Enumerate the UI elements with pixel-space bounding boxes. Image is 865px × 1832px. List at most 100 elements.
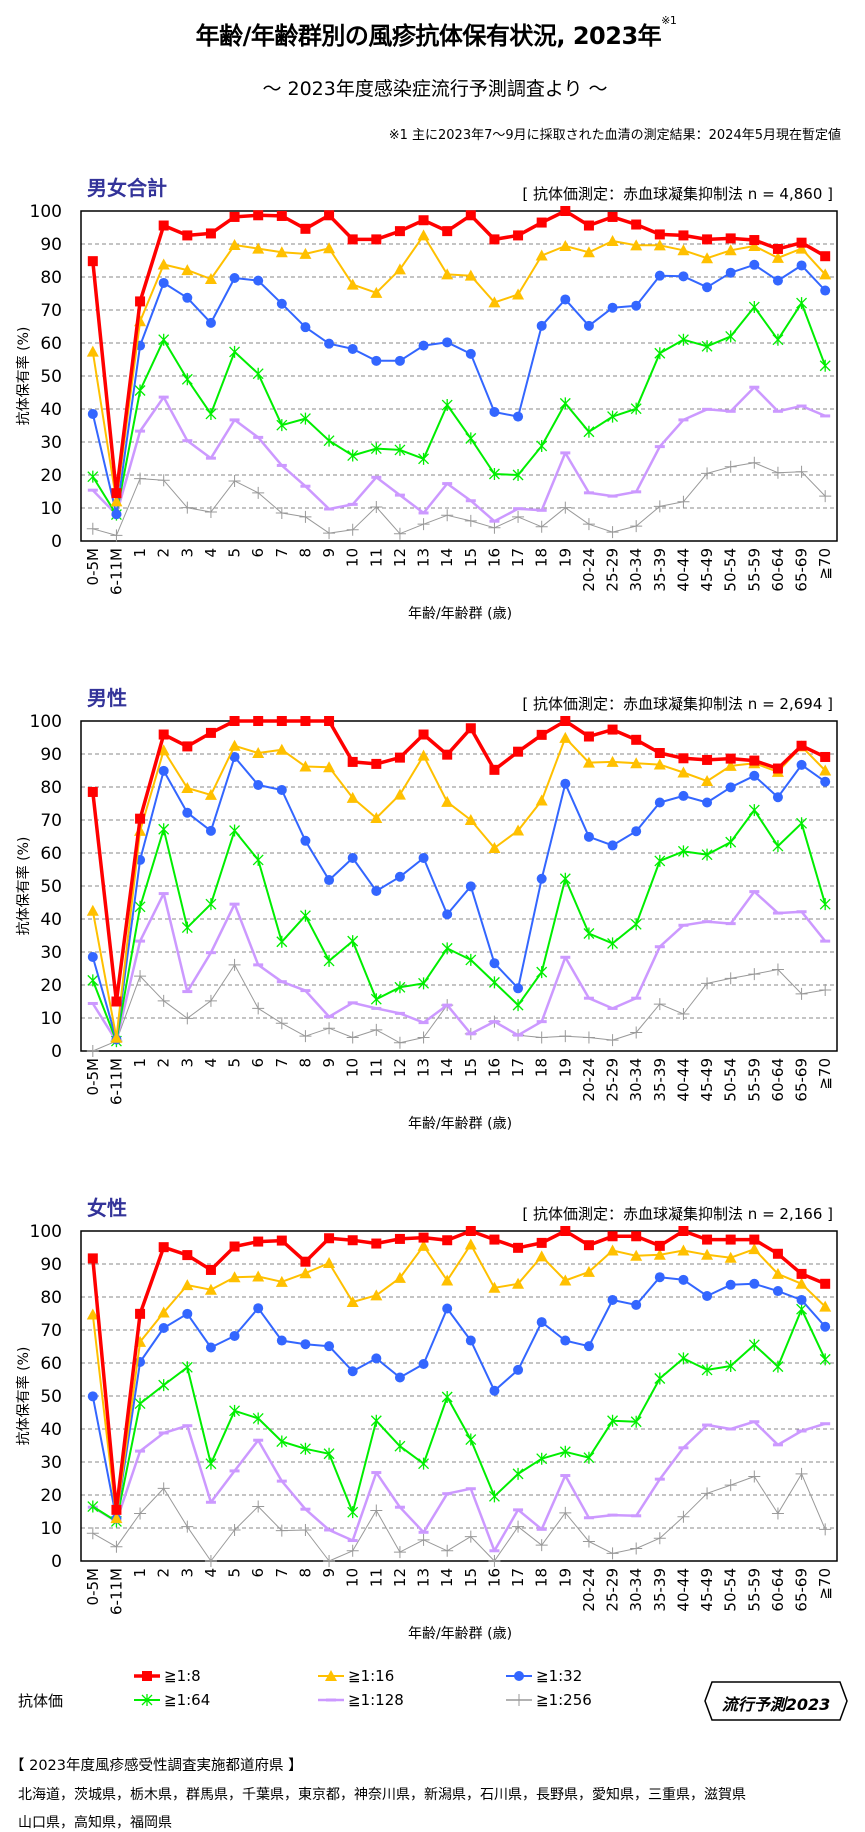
- data-point: [560, 778, 571, 789]
- data-point: [465, 210, 476, 221]
- data-point: [606, 526, 619, 539]
- data-point: [748, 239, 761, 251]
- data-point: [607, 211, 618, 222]
- data-point: [464, 1238, 477, 1250]
- data-point: [393, 788, 406, 800]
- data-point: [276, 1435, 288, 1448]
- data-point: [559, 501, 572, 514]
- data-point: [820, 751, 831, 762]
- chart-title: 女性: [87, 1196, 127, 1220]
- data-point: [512, 1520, 525, 1533]
- data-point: [393, 1271, 406, 1283]
- x-tick-label: 6: [249, 548, 267, 558]
- data-point: [582, 1265, 595, 1277]
- data-point: [583, 1341, 594, 1352]
- y-tick-label: 30: [40, 943, 62, 963]
- data-point: [796, 740, 807, 751]
- data-point: [512, 510, 525, 523]
- data-point: [86, 904, 99, 916]
- data-point: [442, 337, 453, 348]
- y-tick-label: 10: [40, 1519, 62, 1539]
- data-point: [110, 495, 123, 507]
- data-point: [654, 270, 665, 281]
- x-tick-label: 12: [391, 1568, 409, 1587]
- data-point: [559, 1445, 571, 1458]
- data-point: [702, 1234, 713, 1245]
- data-point: [464, 814, 477, 825]
- data-point: [441, 795, 454, 807]
- data-point: [182, 1308, 193, 1319]
- data-point: [654, 229, 665, 240]
- data-point: [631, 826, 642, 837]
- series-triangle: [86, 229, 832, 507]
- data-point: [749, 755, 760, 766]
- data-point: [701, 467, 714, 480]
- x-tick-label: 50-54: [722, 1568, 740, 1612]
- data-point: [418, 1457, 430, 1470]
- data-point: [276, 784, 287, 795]
- data-point: [134, 384, 146, 397]
- data-point: [229, 716, 240, 726]
- data-point: [819, 1353, 831, 1366]
- data-point: [677, 1008, 690, 1021]
- data-point: [819, 764, 832, 776]
- data-point: [394, 752, 405, 763]
- x-tick-label: 30-34: [627, 1568, 645, 1612]
- data-point: [560, 1226, 571, 1236]
- data-point: [677, 244, 690, 256]
- x-tick-label: 25-29: [604, 1568, 622, 1612]
- data-point: [607, 1231, 618, 1242]
- badge-label: 流行予測2023: [721, 1695, 831, 1714]
- data-point: [606, 1244, 619, 1256]
- data-point: [86, 1045, 99, 1057]
- data-point: [630, 1249, 643, 1261]
- x-tick-label: 13: [415, 1058, 433, 1077]
- series-line: [91, 1229, 826, 1512]
- x-tick-label: 13: [415, 1568, 433, 1587]
- data-point: [417, 518, 430, 531]
- x-tick-label: 50-54: [722, 1058, 740, 1102]
- data-point: [796, 1303, 808, 1316]
- data-point: [394, 981, 406, 994]
- x-tick-label: 40-44: [674, 1058, 692, 1102]
- x-tick-label: 10: [344, 1568, 362, 1587]
- data-point: [559, 1274, 572, 1286]
- y-tick-label: 100: [30, 712, 62, 732]
- data-point: [393, 1036, 406, 1049]
- data-point: [749, 1278, 760, 1289]
- legend-circle-icon: [506, 1671, 532, 1681]
- data-point: [771, 251, 784, 263]
- y-tick-label: 40: [40, 1420, 62, 1440]
- data-point: [654, 347, 666, 360]
- data-point: [582, 756, 595, 768]
- page-title-text: 年齢/年齢群別の風疹抗体保有状況, 2023年: [195, 22, 662, 50]
- data-point: [253, 275, 264, 286]
- data-point: [536, 217, 547, 228]
- data-point: [87, 1391, 98, 1402]
- x-tick-label: 12: [391, 548, 409, 567]
- data-point: [181, 501, 194, 514]
- data-point: [204, 272, 217, 284]
- data-point: [371, 1238, 382, 1249]
- data-point: [749, 770, 760, 781]
- x-tick-label: 45-49: [698, 1568, 716, 1612]
- data-point: [772, 763, 783, 774]
- data-point: [559, 239, 572, 251]
- data-point: [347, 1235, 358, 1246]
- data-point: [795, 465, 808, 478]
- data-point: [370, 501, 383, 514]
- data-point: [370, 442, 382, 455]
- data-point: [772, 1286, 783, 1297]
- data-point: [536, 873, 547, 884]
- data-point: [324, 210, 335, 221]
- prefecture-heading: 【 2023年度風疹感受性調査実施都道府県 】: [10, 1758, 303, 1774]
- y-tick-label: 0: [51, 1552, 62, 1572]
- series-line: [92, 1308, 827, 1523]
- data-point: [252, 1270, 265, 1282]
- data-point: [347, 1506, 359, 1519]
- data-point: [204, 505, 217, 518]
- data-point: [275, 506, 288, 519]
- data-point: [111, 488, 122, 499]
- data-point: [275, 1275, 288, 1287]
- data-point: [535, 1031, 548, 1044]
